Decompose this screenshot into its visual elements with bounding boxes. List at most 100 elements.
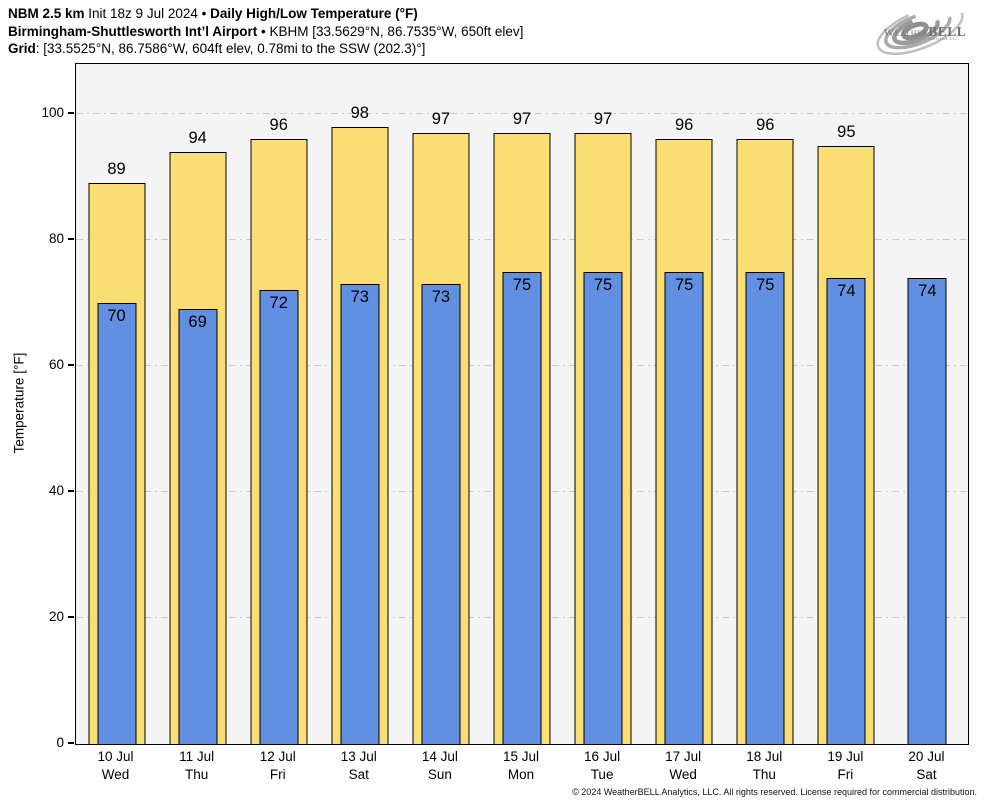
hurricane-spiral-icon: [876, 5, 964, 55]
high-temp-value: 89: [107, 160, 126, 179]
low-temp-bar: 70: [97, 303, 137, 744]
low-temp-bar: 72: [259, 290, 299, 744]
station-details: • KBHM [33.5629°N, 86.7535°W, 650ft elev…: [257, 23, 524, 39]
x-tick-day: Mon: [507, 767, 535, 782]
high-temp-value: 95: [837, 122, 856, 141]
x-tick-day: Thu: [184, 767, 209, 782]
x-tick-day: Thu: [752, 767, 776, 782]
bar-group: 95 74: [806, 64, 887, 744]
x-tick-label: 18 Jul Thu: [724, 748, 805, 784]
low-temp-bar: 75: [664, 271, 704, 744]
y-tick-label-60: 60: [48, 357, 64, 372]
y-tick-label-80: 80: [48, 231, 64, 246]
low-temp-bar: 74: [907, 277, 947, 744]
high-temp-value: 97: [431, 109, 451, 128]
high-temp-value: 94: [188, 128, 207, 147]
grid-details: : [33.5525°N, 86.7586°W, 604ft elev, 0.7…: [35, 41, 426, 56]
low-temp-value: 75: [512, 275, 532, 294]
low-temp-value: 75: [674, 275, 694, 294]
x-tick-day: Sun: [427, 767, 452, 782]
gridline-100: [76, 112, 968, 114]
logo-subtitle: Analytics LLC: [927, 36, 960, 41]
logo-wordmark: WeatherBELL: [870, 23, 980, 41]
x-tick-label: 13 Jul Sat: [318, 748, 399, 784]
x-tick-date: 14 Jul: [421, 749, 458, 764]
y-tick-label-20: 20: [48, 609, 64, 624]
station-name: Birmingham-Shuttlesworth Int’l Airport: [8, 23, 258, 39]
low-temp-value: 70: [107, 307, 126, 325]
x-tick-day: Fri: [837, 767, 854, 782]
logo-bell-text: BELL: [928, 24, 967, 39]
low-temp-value: 69: [188, 313, 207, 332]
y-tick-mark-0: [68, 742, 74, 744]
weatherbell-logo: WeatherBELL Analytics LLC: [870, 3, 980, 57]
x-tick-date: 11 Jul: [179, 749, 215, 764]
y-tick-label-40: 40: [48, 483, 64, 498]
x-tick-date: 12 Jul: [259, 749, 296, 764]
model-name: NBM 2.5 km: [8, 6, 85, 21]
bar-group: 98 73: [319, 64, 400, 744]
x-tick-label: 14 Jul Sun: [399, 748, 480, 784]
low-temp-value: 75: [756, 275, 775, 294]
low-temp-bar: 69: [178, 309, 218, 744]
init-time: Init 18z 9 Jul 2024 •: [84, 6, 211, 21]
y-tick-label-100: 100: [41, 105, 64, 120]
plot-area: 89 70 94 69 96 72 98 73 97 73 97 75 97 75 96 75 96 75 95 74…: [75, 63, 969, 745]
high-temp-value: 96: [756, 116, 775, 135]
high-temp-value: 96: [674, 116, 694, 135]
header-line-2: Birmingham-Shuttlesworth Int’l Airport •…: [8, 23, 523, 41]
high-temp-value: 96: [269, 116, 288, 135]
bar-group: 96 75: [725, 64, 806, 744]
low-temp-value: 73: [431, 288, 451, 307]
y-tick-mark-80: [68, 238, 74, 240]
y-tick-mark-100: [68, 112, 74, 114]
high-temp-value: 97: [512, 109, 532, 128]
x-tick-label: 16 Jul Tue: [562, 748, 643, 784]
low-temp-bar: 74: [826, 277, 866, 744]
x-tick-date: 17 Jul: [665, 749, 702, 764]
grid-label: Grid: [8, 41, 36, 56]
low-temp-value: 73: [350, 288, 369, 307]
x-tick-label: 12 Jul Fri: [237, 748, 318, 784]
bar-group: 97 75: [481, 64, 562, 744]
bar-group: 96 75: [644, 64, 725, 744]
high-temp-value: 98: [350, 103, 369, 122]
x-tick-label: 11 Jul Thu: [156, 748, 237, 784]
chart-header: NBM 2.5 km Init 18z 9 Jul 2024 • Daily H…: [8, 5, 523, 58]
page-title: Daily High/Low Temperature (°F): [210, 6, 418, 21]
x-tick-day: Wed: [101, 767, 130, 782]
y-tick-mark-40: [68, 490, 74, 492]
x-tick-date: 15 Jul: [502, 749, 539, 764]
y-tick-label-0: 0: [56, 735, 64, 750]
low-temp-bar: 73: [421, 284, 461, 744]
x-tick-date: 10 Jul: [97, 749, 134, 764]
header-line-1: NBM 2.5 km Init 18z 9 Jul 2024 • Daily H…: [8, 5, 523, 23]
bar-group: 89 70: [76, 64, 157, 744]
low-temp-bar: 73: [340, 284, 380, 744]
bar-group: 74: [887, 64, 968, 744]
bar-group: 96 72: [238, 64, 319, 744]
bar-group: 94 69: [157, 64, 238, 744]
x-tick-date: 18 Jul: [746, 749, 783, 764]
copyright-notice: © 2024 WeatherBELL Analytics, LLC. All r…: [572, 787, 977, 797]
header-line-3: Grid: [33.5525°N, 86.7586°W, 604ft elev,…: [8, 40, 523, 58]
low-temp-value: 72: [269, 294, 288, 313]
logo-weather-text: Weather: [883, 27, 929, 39]
x-axis-labels: 10 Jul Wed 11 Jul Thu 12 Jul Fri 13 Jul Sat 14 J…: [75, 748, 967, 788]
x-tick-date: 20 Jul: [908, 749, 945, 764]
x-tick-date: 13 Jul: [340, 749, 377, 764]
y-tick-mark-20: [68, 616, 74, 618]
x-tick-label: 19 Jul Fri: [805, 748, 886, 784]
low-temp-value: 74: [918, 281, 937, 300]
x-tick-day: Fri: [269, 767, 286, 782]
x-tick-date: 16 Jul: [584, 749, 621, 764]
y-tick-mark-60: [68, 364, 74, 366]
x-tick-day: Tue: [590, 767, 614, 782]
x-tick-label: 10 Jul Wed: [75, 748, 156, 784]
x-tick-label: 15 Jul Mon: [480, 748, 561, 784]
low-temp-value: 74: [837, 281, 856, 300]
bar-group: 97 75: [563, 64, 644, 744]
x-tick-day: Wed: [669, 767, 697, 782]
x-tick-date: 19 Jul: [827, 749, 864, 764]
